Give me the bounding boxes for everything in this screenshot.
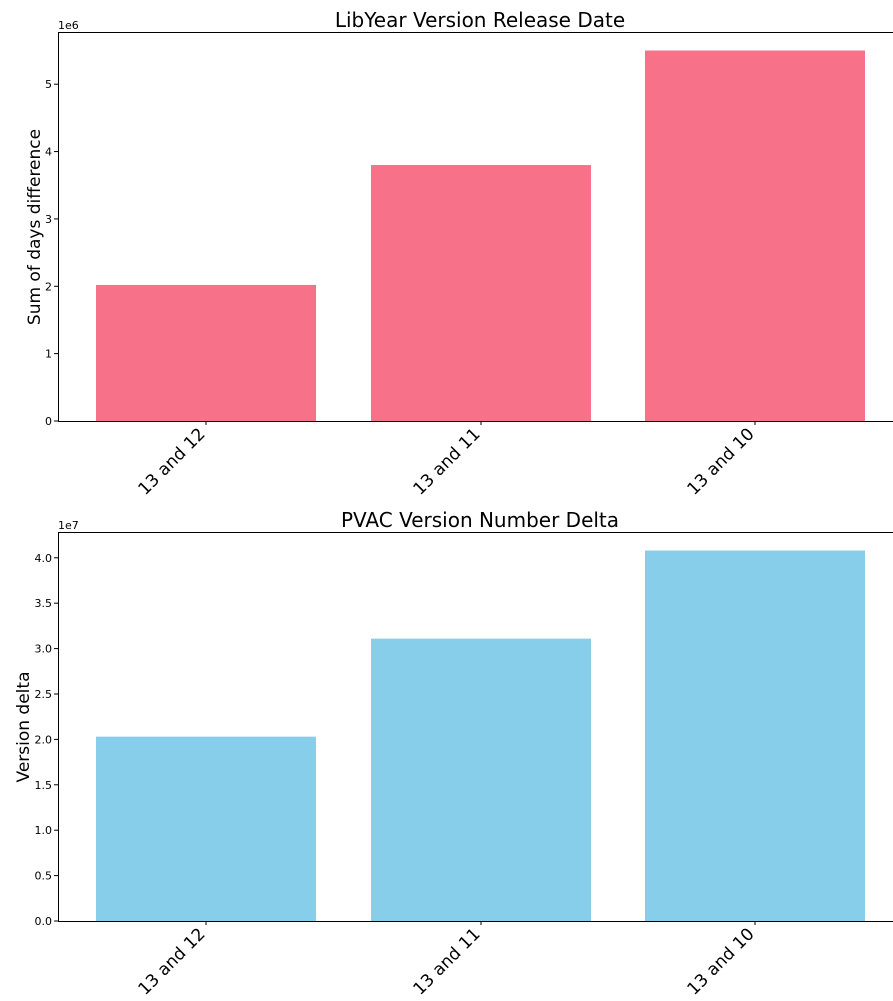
bar-13-and-12 bbox=[96, 284, 316, 421]
bars bbox=[96, 550, 865, 921]
x-tick-label: 13 and 11 bbox=[410, 924, 485, 999]
y-tick-label: 3 bbox=[45, 213, 52, 226]
x-tick-label: 13 and 12 bbox=[135, 924, 210, 999]
y-axis-label: Sum of days difference bbox=[25, 129, 45, 325]
axes-frame bbox=[58, 32, 893, 422]
chart-title: LibYear Version Release Date bbox=[335, 8, 625, 32]
y-offset-label: 1e7 bbox=[58, 519, 79, 532]
y-tick-label: 1.5 bbox=[35, 779, 53, 792]
y-ticks: 0.0 0.5 1.0 1.5 2.0 2.5 3.0 3.5 4.0 bbox=[35, 552, 58, 928]
libyear-chart: LibYear Version Release Date 1e6 Sum of … bbox=[25, 8, 893, 499]
x-tick-label: 13 and 10 bbox=[684, 924, 759, 999]
x-ticks: 13 and 12 13 and 11 13 and 10 bbox=[135, 921, 759, 999]
y-tick-label: 1 bbox=[45, 348, 52, 361]
y-tick-label: 4.0 bbox=[35, 552, 53, 565]
y-tick-label: 3.0 bbox=[35, 643, 53, 656]
y-tick-label: 5 bbox=[45, 78, 52, 91]
axes-frame bbox=[58, 532, 893, 922]
bar-13-and-11 bbox=[371, 638, 591, 921]
bars bbox=[96, 50, 865, 422]
bar-13-and-10 bbox=[645, 50, 865, 422]
y-tick-label: 1.0 bbox=[35, 824, 53, 837]
bar-13-and-10 bbox=[645, 550, 865, 921]
y-tick-label: 2.5 bbox=[35, 688, 53, 701]
y-tick-label: 2.0 bbox=[35, 733, 53, 746]
y-tick-label: 3.5 bbox=[35, 597, 53, 610]
y-tick-label: 0 bbox=[45, 415, 52, 428]
x-ticks: 13 and 12 13 and 11 13 and 10 bbox=[135, 421, 759, 499]
bar-13-and-12 bbox=[96, 736, 316, 921]
bar-13-and-11 bbox=[371, 165, 591, 421]
y-tick-label: 2 bbox=[45, 280, 52, 293]
y-tick-label: 4 bbox=[45, 146, 52, 159]
y-tick-label: 0.5 bbox=[35, 870, 53, 883]
y-offset-label: 1e6 bbox=[58, 19, 79, 32]
x-tick-label: 13 and 12 bbox=[135, 424, 210, 499]
pvac-chart: PVAC Version Number Delta 1e7 Version de… bbox=[14, 508, 893, 999]
chart-title: PVAC Version Number Delta bbox=[341, 508, 619, 532]
x-tick-label: 13 and 11 bbox=[410, 424, 485, 499]
y-axis-label: Version delta bbox=[14, 672, 34, 783]
x-tick-label: 13 and 10 bbox=[684, 424, 759, 499]
y-ticks: 0 1 2 3 4 5 bbox=[45, 78, 58, 428]
y-tick-label: 0.0 bbox=[35, 915, 53, 928]
